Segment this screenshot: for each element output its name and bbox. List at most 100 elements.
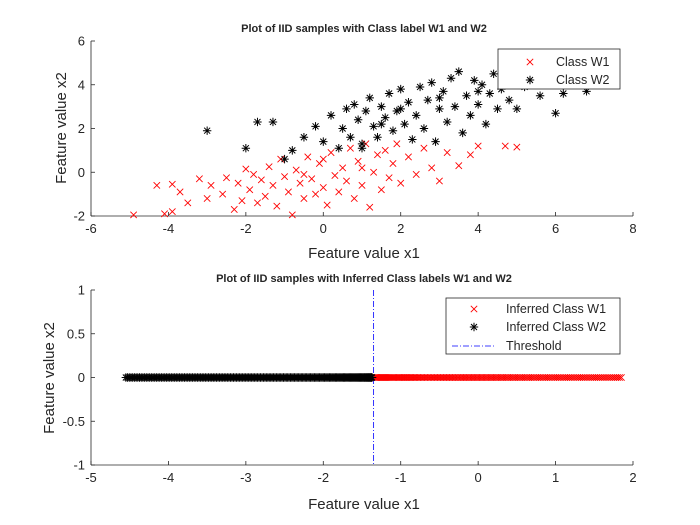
w2-point [462,91,471,100]
legend-x-marker [470,305,478,313]
w2-point [388,126,398,135]
w1-point [265,163,273,171]
inferred-w1-point [479,373,487,382]
inferred-w1-point [485,373,493,382]
w2-point [485,89,494,98]
bottom-xlabel: Feature value x1 [308,496,420,513]
inferred-w1-point [504,373,512,382]
w1-point [428,164,436,172]
bottom-title: Plot of IID samples with Inferred Class … [216,273,512,285]
inferred-w1-point [535,373,543,382]
w2-point [473,100,483,109]
w1-point [284,188,292,196]
bottom-legend-label-w2: Inferred Class W2 [506,320,606,334]
w2-point [408,135,417,144]
w2-point [559,89,568,98]
w1-point [455,162,463,170]
bottom-legend-marker-w2 [469,322,479,332]
inferred-w1-point [497,373,505,382]
w2-point [535,91,545,100]
w2-point [357,139,367,149]
w1-point [377,186,385,194]
bottom-x-tick-label: 1 [552,470,559,485]
w1-point [466,151,474,159]
bottom-legend-label-w1: Inferred Class W1 [506,302,606,316]
bottom-y-tick-label: -1 [73,458,85,473]
top-y-tick-label: 6 [78,34,85,49]
w2-point [446,73,456,83]
w2-point [369,122,378,131]
w1-point [296,179,304,187]
w2-point [489,69,498,79]
inferred-w1-point [519,373,528,382]
w2-point [392,106,402,116]
w1-point [366,203,374,211]
top-ylabel: Feature value x2 [53,72,70,184]
w2-point [288,146,297,155]
w1-point [385,174,393,182]
inferred-w1-point [617,373,625,382]
w1-point [308,175,316,183]
w2-point [470,76,479,85]
inferred-w1-point [530,373,538,382]
w1-point [234,179,242,187]
w1-point [222,174,231,182]
w1-point [304,153,312,161]
top-x-tick-label: -4 [163,221,175,236]
w1-point [253,199,261,207]
w1-point [281,173,289,181]
w2-point [253,117,262,127]
inferred-w1-point [499,373,507,382]
inferred-w1-point [502,373,510,382]
w1-point [300,170,308,178]
w2-point [326,111,336,120]
top-x-tick-label: 0 [320,221,327,236]
w2-point [423,95,433,105]
w1-point [242,165,250,173]
w2-point [342,104,351,114]
bottom-legend: Inferred Class W1 Inferred Class W2 Thre… [445,297,621,355]
w2-point [365,93,374,103]
legend-x-marker [526,58,534,66]
w2-point [268,117,278,127]
w1-point [323,201,331,209]
inferred-w1-point [477,373,485,382]
top-xlabel: Feature value x1 [308,245,420,262]
w2-point [477,80,487,89]
inferred-w1-point [495,373,503,382]
inferred-w1-point [534,373,542,382]
bottom-x-tick-label: -3 [240,470,252,485]
inferred-w1-point [543,373,551,382]
legend-star-marker [525,75,535,85]
bottom-x-tick-label: 2 [629,470,636,485]
w1-point [269,181,277,189]
w2-point [415,82,425,92]
w2-point [427,78,436,87]
top-title: Plot of IID samples with Class label W1 … [241,23,487,35]
bottom-x-tick-label: -4 [163,470,175,485]
w1-point [404,153,412,161]
w1-point [153,181,161,189]
inferred-w1-point [475,373,484,382]
w2-point [396,104,405,114]
bottom-y-tick-label: 0 [78,370,85,385]
w1-point [273,202,281,210]
w2-point [319,137,328,146]
bottom-legend-marker-w1 [470,305,478,313]
w2-point [350,100,359,109]
w2-point [299,133,309,142]
w1-point [412,170,420,178]
w1-point [346,144,354,152]
bottom-y-tick-label: 1 [78,283,85,298]
top-x-tick-label: 8 [629,221,636,236]
top-axes: Plot of IID samples with Class label W1 … [53,23,637,262]
inferred-w1-point [528,373,536,382]
w2-point [551,108,560,118]
w2-point [404,98,413,107]
inferred-w1-point [492,373,500,382]
w2-point [473,87,483,96]
inferred-w1-point [541,373,549,382]
w1-point [203,194,211,203]
w2-point [412,111,421,120]
